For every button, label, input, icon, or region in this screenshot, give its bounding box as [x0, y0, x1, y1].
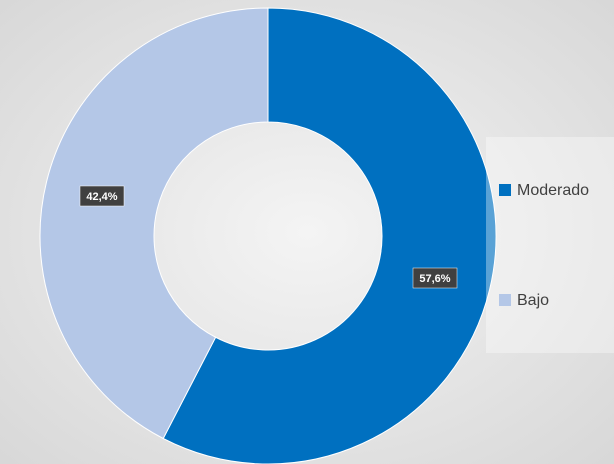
data-label-box — [412, 267, 458, 289]
slice — [162, 7, 497, 464]
legend-swatch — [499, 294, 511, 306]
slice — [39, 7, 269, 440]
legend-swatch — [499, 184, 511, 196]
data-label-box — [79, 185, 125, 207]
data-labels: 57,6% 42,4% — [79, 185, 458, 289]
legend-box — [486, 137, 614, 353]
legend: Moderado Bajo — [499, 182, 589, 309]
legend-label: Moderado — [517, 182, 589, 199]
legend-label: Bajo — [517, 292, 549, 309]
data-label: 42,4% — [86, 191, 117, 203]
slices — [39, 7, 497, 464]
data-label: 57,6% — [419, 273, 450, 285]
